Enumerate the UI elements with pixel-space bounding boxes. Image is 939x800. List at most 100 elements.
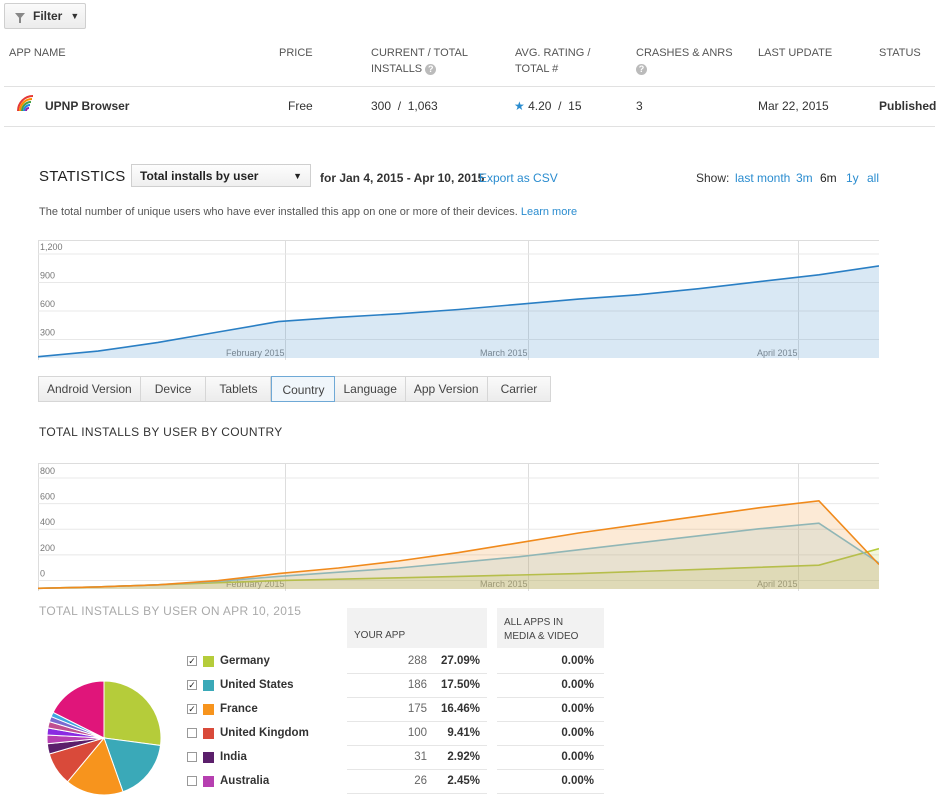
all-apps-pct: 0.00%: [561, 751, 594, 763]
range-last-month[interactable]: last month: [735, 171, 791, 185]
dimension-tabs: Android Version Device Tablets Country L…: [38, 376, 552, 402]
country-name: France: [220, 703, 258, 715]
y-tick-label: 400: [40, 517, 55, 527]
status: Published: [879, 99, 937, 113]
country-checkbox[interactable]: [187, 728, 197, 738]
color-swatch: [203, 728, 214, 739]
install-pct: 17.50%: [440, 679, 480, 691]
y-tick-label: 900: [40, 271, 55, 281]
country-row[interactable]: India 31 2.92% 0.00%: [182, 747, 604, 771]
y-tick-label: 200: [40, 543, 55, 553]
tab-device[interactable]: Device: [140, 377, 207, 401]
app-name[interactable]: UPNP Browser: [45, 99, 130, 113]
all-apps-pct: 0.00%: [561, 703, 594, 715]
tab-carrier[interactable]: Carrier: [487, 377, 551, 401]
learn-more-link[interactable]: Learn more: [520, 206, 578, 218]
divider: [497, 697, 604, 698]
country-checkbox[interactable]: [187, 776, 197, 786]
tab-tablets[interactable]: Tablets: [206, 377, 272, 401]
install-count: 175: [407, 703, 427, 715]
app-logo-icon: [17, 95, 34, 112]
y-tick-label: 1,200: [40, 242, 63, 252]
crashes: 3: [636, 99, 643, 113]
series-area: [38, 548, 879, 589]
color-swatch: [203, 704, 214, 715]
filter-label: Filter: [33, 9, 63, 23]
country-name: Germany: [220, 655, 270, 667]
rating: ★ 4.20 / 15: [514, 99, 582, 113]
country-name: United Kingdom: [220, 727, 309, 739]
header-installs: CURRENT / TOTAL INSTALLS ?: [371, 47, 468, 75]
divider: [497, 793, 604, 794]
header-rating: AVG. RATING / TOTAL #: [515, 47, 591, 75]
divider: [4, 86, 935, 87]
divider: [347, 793, 487, 794]
divider: [497, 769, 604, 770]
description: The total number of unique users who hav…: [39, 206, 578, 218]
chevron-down-icon: ▼: [70, 11, 80, 21]
country-checkbox[interactable]: ✓: [187, 656, 197, 666]
header-last-update: LAST UPDATE: [758, 47, 833, 59]
country-row[interactable]: ✓ United States 186 17.50% 0.00%: [182, 675, 604, 699]
y-tick-label: 300: [40, 328, 55, 338]
pie-slice: [103, 680, 162, 747]
country-checkbox[interactable]: ✓: [187, 704, 197, 714]
y-tick-label: 600: [40, 299, 55, 309]
country-name: United States: [220, 679, 294, 691]
series-area: [38, 265, 879, 358]
installs: 300 / 1,063: [371, 99, 438, 113]
statistics-title: STATISTICS: [39, 168, 126, 185]
divider: [347, 769, 487, 770]
range-1y[interactable]: 1y: [846, 171, 859, 185]
all-apps-pct: 0.00%: [561, 679, 594, 691]
country-checkbox[interactable]: ✓: [187, 680, 197, 690]
help-icon[interactable]: ?: [636, 63, 647, 75]
divider: [497, 745, 604, 746]
install-count: 26: [414, 775, 427, 787]
install-pct: 27.09%: [440, 655, 480, 667]
series-line: [38, 265, 879, 358]
installs-by-country-chart: 800 600 400 200 0 February 2015 March 2015 Apri…: [38, 463, 879, 591]
country-checkbox[interactable]: [187, 752, 197, 762]
funnel-icon: [15, 13, 25, 23]
header-app-name: APP NAME: [9, 47, 66, 59]
range-3m[interactable]: 3m: [796, 171, 813, 185]
divider: [347, 673, 487, 674]
install-pct: 9.41%: [447, 727, 480, 739]
country-name: Australia: [220, 775, 270, 787]
divider: [497, 721, 604, 722]
install-pct: 2.45%: [447, 775, 480, 787]
divider: [347, 745, 487, 746]
y-tick-label: 600: [40, 492, 55, 502]
country-table-title: TOTAL INSTALLS BY USER ON APR 10, 2015: [39, 604, 302, 618]
tab-language[interactable]: Language: [335, 377, 406, 401]
x-tick-label: April 2015: [757, 579, 798, 589]
country-row[interactable]: ✓ France 175 16.46% 0.00%: [182, 699, 604, 723]
series-line: [38, 499, 879, 590]
country-row[interactable]: United Kingdom 100 9.41% 0.00%: [182, 723, 604, 747]
country-row[interactable]: ✓ Germany 288 27.09% 0.00%: [182, 651, 604, 675]
star-icon: ★: [514, 99, 525, 113]
country-row[interactable]: Australia 26 2.45% 0.00%: [182, 771, 604, 795]
x-tick-label: February 2015: [226, 579, 285, 589]
color-swatch: [203, 680, 214, 691]
filter-button[interactable]: Filter ▼: [4, 3, 86, 29]
tab-android-version[interactable]: Android Version: [39, 377, 141, 401]
export-csv-link[interactable]: Export as CSV: [479, 171, 558, 185]
install-count: 288: [407, 655, 427, 667]
metric-select[interactable]: Total installs by user ▼: [131, 164, 311, 187]
series-area: [38, 500, 879, 589]
chevron-down-icon: ▼: [293, 170, 302, 181]
last-update: Mar 22, 2015: [758, 99, 829, 113]
tab-app-version[interactable]: App Version: [405, 377, 488, 401]
color-swatch: [203, 752, 214, 763]
pie-slice: [66, 737, 124, 796]
all-apps-header: ALL APPS IN MEDIA & VIDEO: [497, 608, 604, 648]
install-pct: 16.46%: [440, 703, 480, 715]
range-all[interactable]: all: [867, 171, 880, 185]
help-icon[interactable]: ?: [425, 63, 437, 75]
tab-country[interactable]: Country: [271, 376, 336, 402]
install-pct: 2.92%: [447, 751, 480, 763]
range-6m[interactable]: 6m: [820, 171, 837, 185]
divider: [497, 673, 604, 674]
